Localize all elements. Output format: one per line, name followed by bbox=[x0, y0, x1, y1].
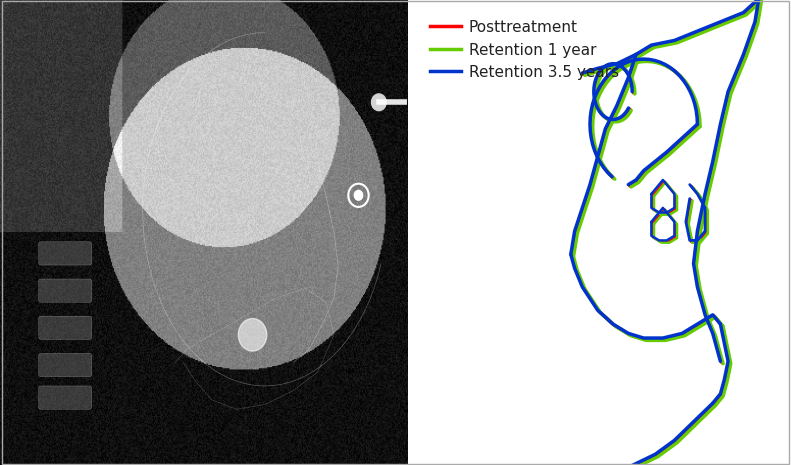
Circle shape bbox=[238, 319, 267, 351]
Circle shape bbox=[354, 190, 363, 201]
Circle shape bbox=[372, 94, 386, 111]
Legend: Posttreatment, Retention 1 year, Retention 3.5 years: Posttreatment, Retention 1 year, Retenti… bbox=[422, 12, 626, 88]
FancyBboxPatch shape bbox=[39, 353, 92, 377]
FancyBboxPatch shape bbox=[39, 242, 92, 265]
FancyBboxPatch shape bbox=[39, 316, 92, 339]
FancyBboxPatch shape bbox=[39, 386, 92, 409]
FancyBboxPatch shape bbox=[39, 279, 92, 302]
